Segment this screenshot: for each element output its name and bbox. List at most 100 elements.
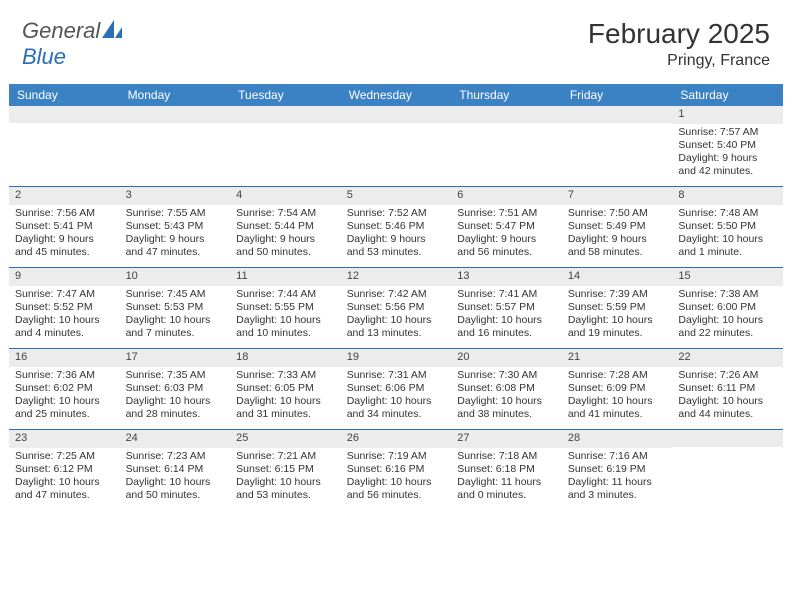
day-number: 28 <box>562 430 673 448</box>
sunrise-text: Sunrise: 7:21 AM <box>236 450 335 463</box>
sunset-text: Sunset: 6:14 PM <box>126 463 225 476</box>
calendar-day-cell <box>341 106 452 186</box>
sunrise-text: Sunrise: 7:50 AM <box>568 207 667 220</box>
calendar-day-cell: 14Sunrise: 7:39 AMSunset: 5:59 PMDayligh… <box>562 268 673 348</box>
day-number: 1 <box>672 106 783 124</box>
daylight-text: Daylight: 10 hours and 44 minutes. <box>678 395 777 421</box>
daylight-text: Daylight: 10 hours and 56 minutes. <box>347 476 446 502</box>
calendar-day-cell: 5Sunrise: 7:52 AMSunset: 5:46 PMDaylight… <box>341 187 452 267</box>
daylight-text: Daylight: 10 hours and 50 minutes. <box>126 476 225 502</box>
daylight-text: Daylight: 10 hours and 41 minutes. <box>568 395 667 421</box>
calendar-day-cell: 21Sunrise: 7:28 AMSunset: 6:09 PMDayligh… <box>562 349 673 429</box>
daylight-text: Daylight: 10 hours and 16 minutes. <box>457 314 556 340</box>
calendar-day-cell: 20Sunrise: 7:30 AMSunset: 6:08 PMDayligh… <box>451 349 562 429</box>
sunset-text: Sunset: 6:16 PM <box>347 463 446 476</box>
sunrise-text: Sunrise: 7:28 AM <box>568 369 667 382</box>
daylight-text: Daylight: 11 hours and 0 minutes. <box>457 476 556 502</box>
sunrise-text: Sunrise: 7:26 AM <box>678 369 777 382</box>
daylight-text: Daylight: 9 hours and 42 minutes. <box>678 152 777 178</box>
sunrise-text: Sunrise: 7:36 AM <box>15 369 114 382</box>
weeks-container: 1Sunrise: 7:57 AMSunset: 5:40 PMDaylight… <box>9 106 783 510</box>
calendar-day-cell: 10Sunrise: 7:45 AMSunset: 5:53 PMDayligh… <box>120 268 231 348</box>
calendar-day-cell: 27Sunrise: 7:18 AMSunset: 6:18 PMDayligh… <box>451 430 562 510</box>
day-number <box>230 106 341 123</box>
day-number: 25 <box>230 430 341 448</box>
daylight-text: Daylight: 9 hours and 50 minutes. <box>236 233 335 259</box>
sunset-text: Sunset: 6:18 PM <box>457 463 556 476</box>
calendar-week-row: 16 Sunrise: 7:36 AMSunset: 6:02 PM Dayligh… <box>9 349 783 430</box>
day-number: 10 <box>120 268 231 286</box>
day-number: 2 <box>9 187 120 205</box>
calendar-day-cell: 18Sunrise: 7:33 AMSunset: 6:05 PMDayligh… <box>230 349 341 429</box>
day-number: 19 <box>341 349 452 367</box>
calendar-day-cell: 15Sunrise: 7:38 AMSunset: 6:00 PMDayligh… <box>672 268 783 348</box>
calendar-day-cell: 11Sunrise: 7:44 AMSunset: 5:55 PMDayligh… <box>230 268 341 348</box>
weekday-header: Wednesday <box>341 84 452 106</box>
calendar-day-cell <box>230 106 341 186</box>
daylight-text: Daylight: 11 hours and 3 minutes. <box>568 476 667 502</box>
day-number <box>672 430 783 447</box>
calendar-day-cell: 1Sunrise: 7:57 AMSunset: 5:40 PMDaylight… <box>672 106 783 186</box>
sunset-text: Sunset: 5:43 PM <box>126 220 225 233</box>
daylight-text: Daylight: 10 hours and 1 minute. <box>678 233 777 259</box>
sunrise-text: Sunrise: 7:39 AM <box>568 288 667 301</box>
daylight-text: Daylight: 9 hours and 47 minutes. <box>126 233 225 259</box>
daylight-text: Daylight: 9 hours and 58 minutes. <box>568 233 667 259</box>
day-number: 22 <box>672 349 783 367</box>
sunset-text: Sunset: 6:06 PM <box>347 382 446 395</box>
sunrise-text: Sunrise: 7:55 AM <box>126 207 225 220</box>
day-number: 16 <box>9 349 120 367</box>
calendar-week-row: 2Sunrise: 7:56 AMSunset: 5:41 PMDaylight… <box>9 187 783 268</box>
day-number <box>9 106 120 123</box>
brand-text: General Blue <box>22 18 122 70</box>
brand-part2: Blue <box>22 44 66 69</box>
calendar-day-cell: 26Sunrise: 7:19 AMSunset: 6:16 PMDayligh… <box>341 430 452 510</box>
weekday-header: Thursday <box>451 84 562 106</box>
sunset-text: Sunset: 5:53 PM <box>126 301 225 314</box>
day-number: 14 <box>562 268 673 286</box>
daylight-text: Daylight: 10 hours and 47 minutes. <box>15 476 114 502</box>
day-number: 8 <box>672 187 783 205</box>
day-number: 15 <box>672 268 783 286</box>
sunrise-text: Sunrise: 7:31 AM <box>347 369 446 382</box>
sunrise-text: Sunrise: 7:41 AM <box>457 288 556 301</box>
sunset-text: Sunset: 6:19 PM <box>568 463 667 476</box>
sunset-text: Sunset: 5:50 PM <box>678 220 777 233</box>
calendar-day-cell: 6Sunrise: 7:51 AMSunset: 5:47 PMDaylight… <box>451 187 562 267</box>
sunset-text: Sunset: 6:03 PM <box>126 382 225 395</box>
sunset-text: Sunset: 6:08 PM <box>457 382 556 395</box>
sunrise-text: Sunrise: 7:16 AM <box>568 450 667 463</box>
sunrise-text: Sunrise: 7:56 AM <box>15 207 114 220</box>
sunset-text: Sunset: 6:02 PM <box>15 382 114 395</box>
calendar-day-cell: 7Sunrise: 7:50 AMSunset: 5:49 PMDaylight… <box>562 187 673 267</box>
day-number: 17 <box>120 349 231 367</box>
day-number <box>341 106 452 123</box>
sunset-text: Sunset: 5:40 PM <box>678 139 777 152</box>
daylight-text: Daylight: 9 hours and 53 minutes. <box>347 233 446 259</box>
day-number: 21 <box>562 349 673 367</box>
sunset-text: Sunset: 5:46 PM <box>347 220 446 233</box>
calendar-day-cell <box>9 106 120 186</box>
day-number: 9 <box>9 268 120 286</box>
calendar: Sunday Monday Tuesday Wednesday Thursday… <box>9 84 783 510</box>
day-number: 23 <box>9 430 120 448</box>
day-number: 20 <box>451 349 562 367</box>
calendar-day-cell: 17Sunrise: 7:35 AMSunset: 6:03 PMDayligh… <box>120 349 231 429</box>
sunrise-text: Sunrise: 7:45 AM <box>126 288 225 301</box>
sunset-text: Sunset: 5:57 PM <box>457 301 556 314</box>
sunrise-text: Sunrise: 7:30 AM <box>457 369 556 382</box>
sunset-text: Sunset: 5:55 PM <box>236 301 335 314</box>
calendar-day-cell: 13Sunrise: 7:41 AMSunset: 5:57 PMDayligh… <box>451 268 562 348</box>
daylight-text: Daylight: 10 hours and 31 minutes. <box>236 395 335 421</box>
daylight-text: Daylight: 10 hours and 19 minutes. <box>568 314 667 340</box>
sunset-text: Sunset: 6:00 PM <box>678 301 777 314</box>
sunset-text: Sunset: 6:12 PM <box>15 463 114 476</box>
sunrise-text: Sunrise: 7:19 AM <box>347 450 446 463</box>
calendar-day-cell: 4Sunrise: 7:54 AMSunset: 5:44 PMDaylight… <box>230 187 341 267</box>
calendar-day-cell: 8Sunrise: 7:48 AMSunset: 5:50 PMDaylight… <box>672 187 783 267</box>
location-label: Pringy, France <box>588 52 770 70</box>
sunrise-text: Sunrise: 7:47 AM <box>15 288 114 301</box>
sunrise-text: Sunrise: 7:25 AM <box>15 450 114 463</box>
calendar-day-cell: 12Sunrise: 7:42 AMSunset: 5:56 PMDayligh… <box>341 268 452 348</box>
calendar-day-cell: 3Sunrise: 7:55 AMSunset: 5:43 PMDaylight… <box>120 187 231 267</box>
